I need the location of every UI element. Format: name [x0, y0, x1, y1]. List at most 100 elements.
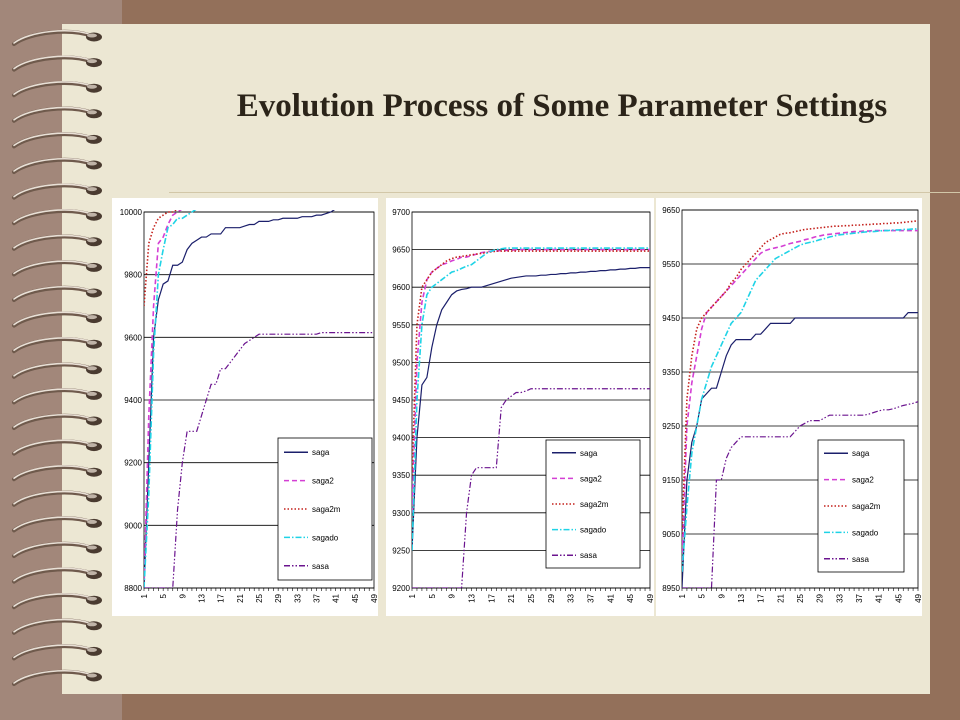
spiral-ring: [12, 490, 102, 507]
spiral-ring: [12, 260, 102, 277]
spiral-ring: [12, 106, 102, 123]
y-tick-label: 9200: [392, 584, 410, 593]
x-tick-label: 5: [159, 593, 168, 598]
legend-label-saga: saga: [852, 449, 870, 458]
y-tick-label: 9700: [392, 208, 410, 217]
spiral-ring: [12, 157, 102, 174]
x-tick-label: 29: [274, 593, 283, 602]
legend-label-saga2m: saga2m: [312, 505, 341, 514]
spiral-ring: [12, 132, 102, 149]
x-tick-label: 25: [527, 593, 536, 602]
y-tick-label: 9150: [662, 476, 680, 485]
x-tick-label: 41: [332, 593, 341, 602]
series-line-sagado: [682, 228, 918, 572]
x-tick-label: 9: [178, 593, 187, 598]
legend-label-sasa: sasa: [852, 555, 869, 564]
x-tick-label: 41: [606, 593, 615, 602]
spiral-ring: [12, 55, 102, 72]
x-tick-label: 45: [351, 593, 360, 602]
spiral-ring: [12, 516, 102, 533]
x-tick-label: 45: [626, 593, 635, 602]
legend-label-sagado: sagado: [312, 533, 339, 542]
y-tick-label: 9400: [392, 434, 410, 443]
chart-middle-plot: 9200 9250 9300 9350 9400 9450 9500 9550 9600 9650…: [392, 208, 654, 603]
x-tick-label: 33: [293, 593, 302, 602]
x-tick-label: 25: [796, 593, 805, 602]
spiral-ring: [12, 183, 102, 200]
legend-box: [545, 439, 641, 569]
y-tick-label: 9550: [392, 321, 410, 330]
y-tick-label: 9350: [392, 471, 410, 480]
spiral-ring: [12, 209, 102, 226]
legend-label-saga2: saga2: [852, 476, 874, 485]
x-tick-label: 1: [678, 593, 687, 598]
chart-left-plot: 8800 9000 9200 9400 9600 9800 10000 1 5 9 13 17 21 25…: [120, 208, 378, 603]
y-tick-label: 9450: [662, 314, 680, 323]
x-tick-label: 5: [428, 593, 437, 598]
series-line-saga: [144, 210, 336, 588]
chart-left: 8800 9000 9200 9400 9600 9800 10000 1 5 9 13 17 21 25…: [112, 198, 378, 616]
spiral-ring: [12, 337, 102, 354]
legend-label-saga2: saga2: [312, 477, 334, 486]
x-tick-label: 1: [140, 593, 149, 598]
x-tick-label: 49: [914, 593, 922, 602]
x-tick-label: 45: [894, 593, 903, 602]
spiral-ring: [12, 618, 102, 635]
x-tick-label: 29: [816, 593, 825, 602]
x-tick-label: 21: [507, 593, 516, 602]
spiral-binding: [12, 29, 102, 686]
legend: saga saga2 saga2m sagado sasa: [817, 439, 905, 573]
y-tick-label: 9250: [392, 546, 410, 555]
x-tick-label: 13: [737, 593, 746, 602]
series-line-saga: [412, 267, 650, 551]
legend-label-saga2m: saga2m: [580, 500, 609, 509]
y-tick-label: 9250: [662, 422, 680, 431]
x-tick-label: 21: [776, 593, 785, 602]
x-tick-label: 49: [370, 593, 378, 602]
series-line-sagado: [412, 247, 650, 551]
legend-label-sagado: sagado: [852, 528, 879, 537]
x-tick-label: 13: [468, 593, 477, 602]
y-tick-label: 9600: [392, 283, 410, 292]
y-tick-label: 9650: [392, 246, 410, 255]
legend-box: [277, 437, 373, 581]
spiral-ring: [12, 234, 102, 251]
series-line-saga2: [412, 248, 650, 513]
y-tick-label: 9000: [124, 521, 142, 530]
y-tick-label: 9050: [662, 530, 680, 539]
x-tick-label: 25: [255, 593, 264, 602]
spiral-ring: [12, 669, 102, 686]
legend-label-saga: saga: [580, 449, 598, 458]
x-tick-label: 33: [835, 593, 844, 602]
x-tick-label: 41: [875, 593, 884, 602]
x-tick-label: 37: [313, 593, 322, 602]
chart-right-plot: 8950 9050 9150 9250 9350 9450 9550 9650 1 5 9 13 17 2…: [662, 206, 922, 603]
chart-right: 8950 9050 9150 9250 9350 9450 9550 9650 1 5 9 13 17 2…: [656, 198, 922, 616]
x-tick-label: 17: [217, 593, 226, 602]
spiral-ring: [12, 362, 102, 379]
y-tick-label: 9350: [662, 368, 680, 377]
series-line-sagado: [144, 210, 197, 588]
series-line-saga2m: [412, 250, 650, 476]
spiral-ring: [12, 285, 102, 302]
legend: saga saga2 saga2m sagado sasa: [545, 439, 641, 569]
x-tick-label: 13: [198, 593, 207, 602]
x-tick-label: 9: [448, 593, 457, 598]
x-tick-label: 29: [547, 593, 556, 602]
x-tick-label: 33: [567, 593, 576, 602]
series-line-saga: [682, 311, 918, 588]
spiral-ring: [12, 541, 102, 558]
spiral-ring: [12, 439, 102, 456]
series-line-saga2m: [144, 210, 178, 307]
y-tick-label: 9650: [662, 206, 680, 215]
spiral-ring: [12, 465, 102, 482]
series-line-saga2m: [682, 220, 918, 535]
x-tick-label: 17: [487, 593, 496, 602]
title-divider: [169, 192, 960, 193]
legend: saga saga2 saga2m sagado sasa: [277, 437, 373, 581]
y-tick-label: 9450: [392, 396, 410, 405]
y-tick-label: 9600: [124, 333, 142, 342]
x-tick-label: 37: [855, 593, 864, 602]
series-line-sasa: [412, 388, 650, 588]
slide-title: Evolution Process of Some Parameter Sett…: [236, 88, 888, 124]
